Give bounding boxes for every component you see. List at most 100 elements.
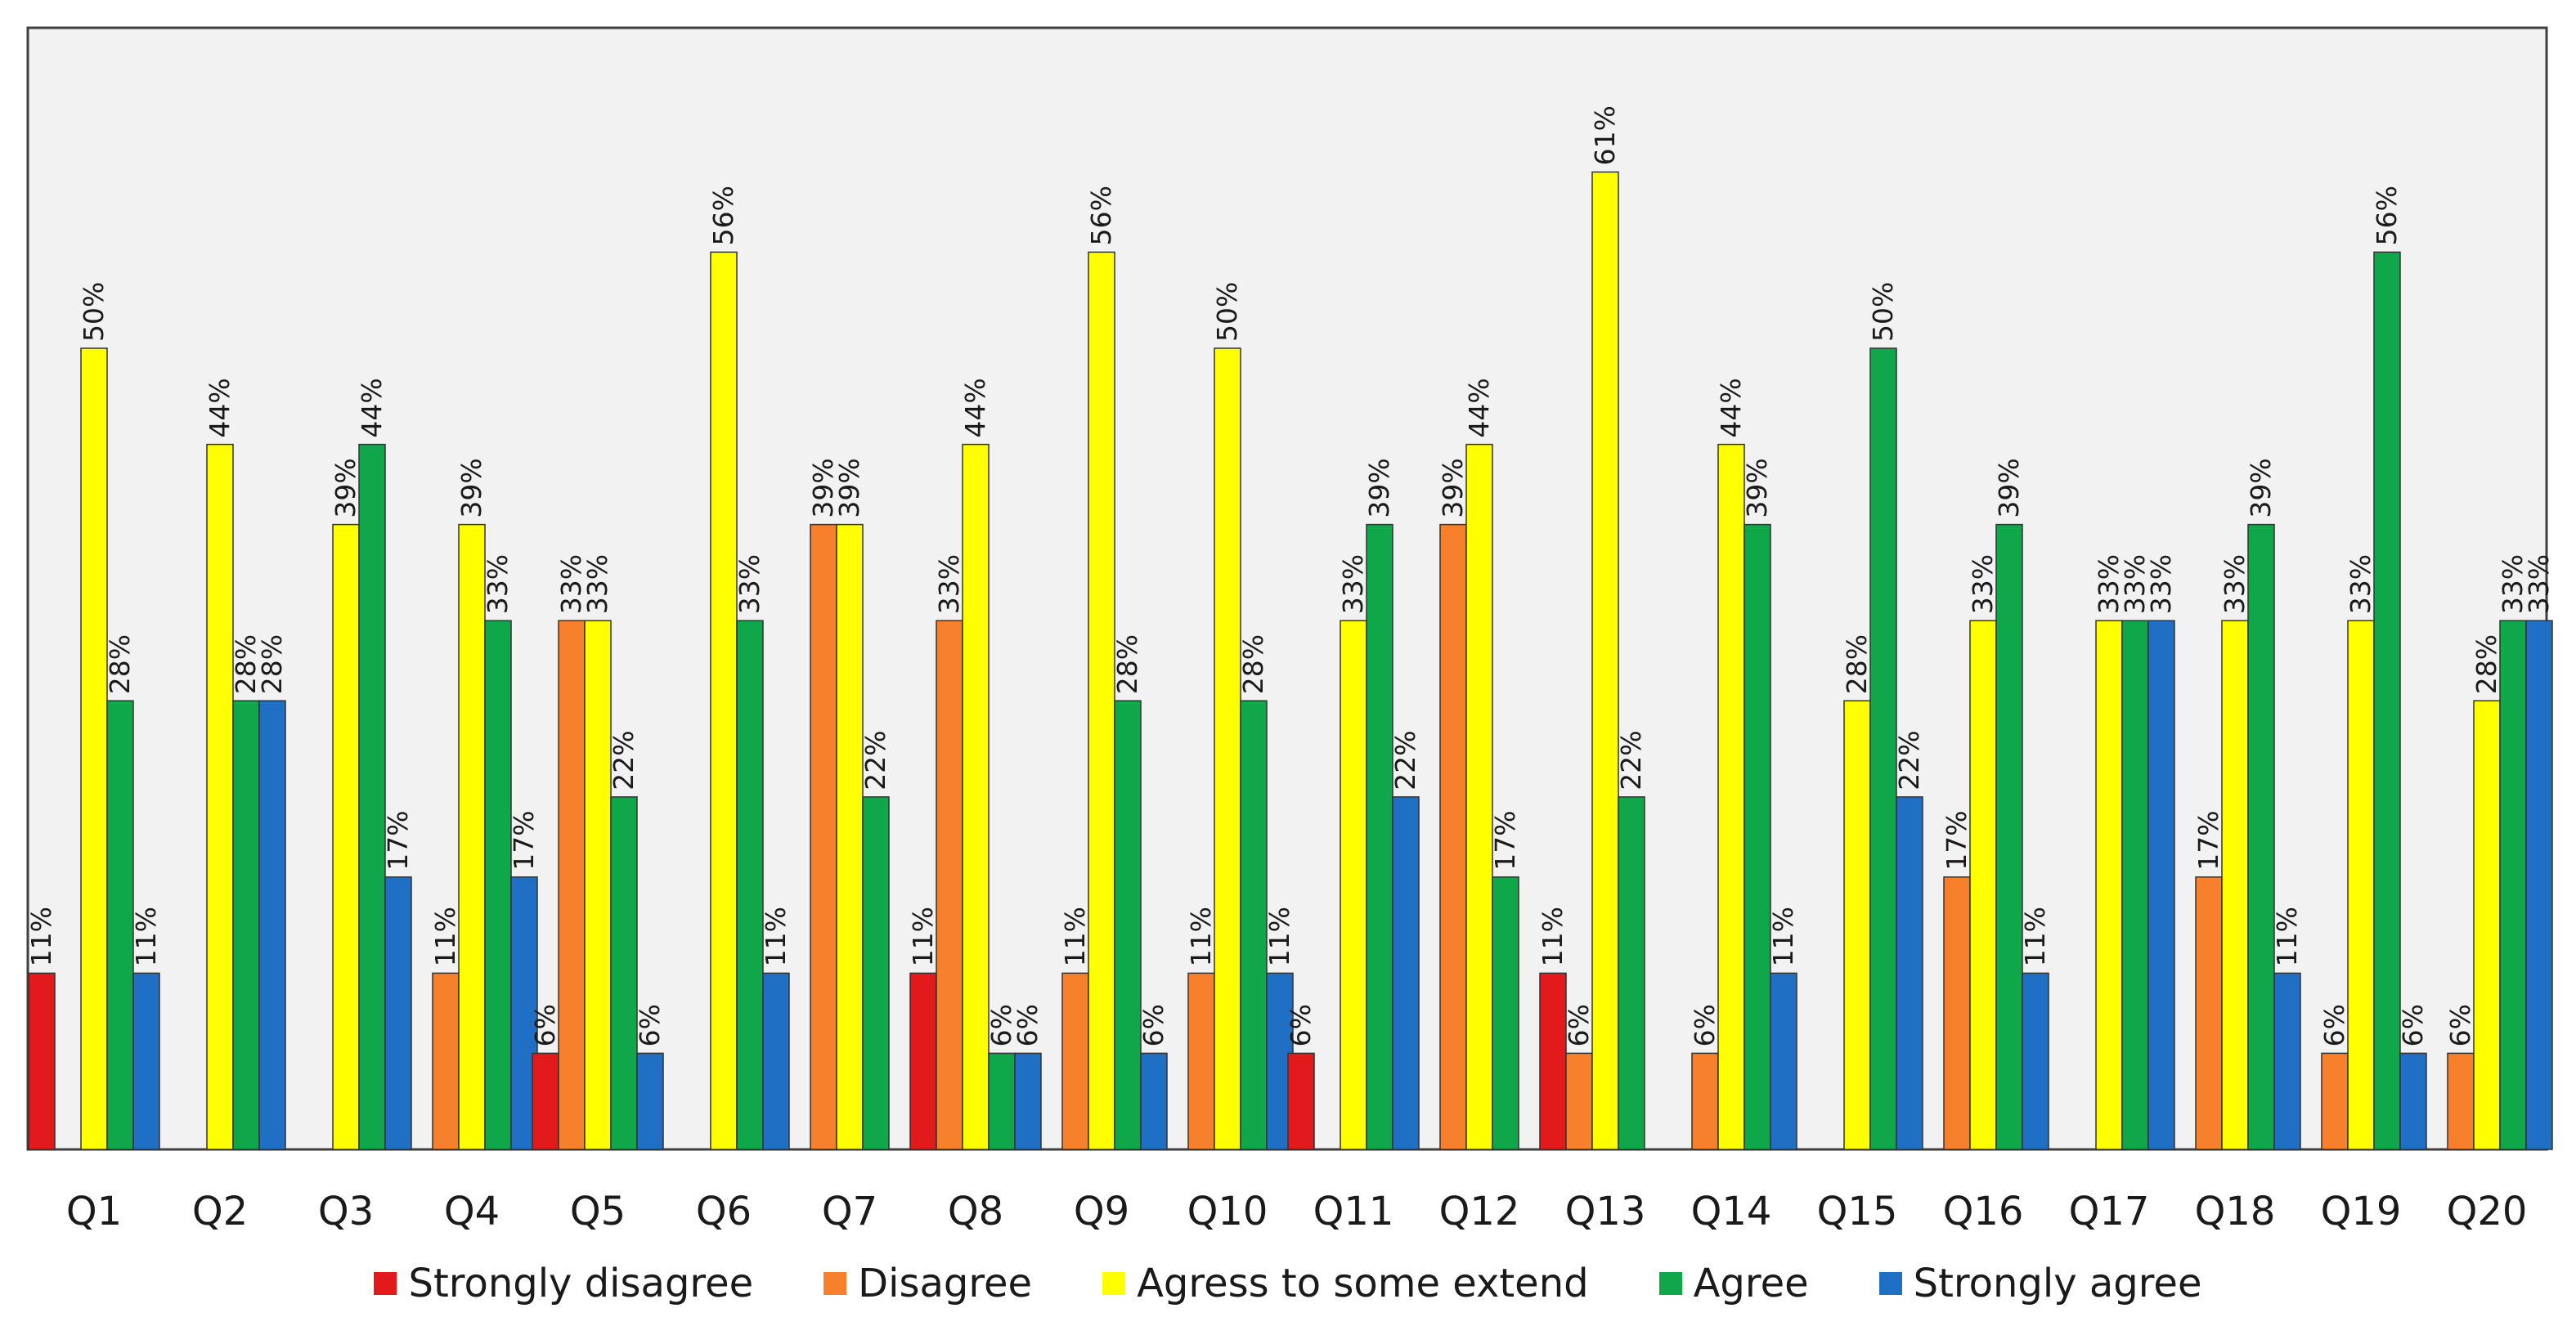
x-tick-label-q7: Q7 [822,1189,877,1234]
x-tick-label-q17: Q17 [2069,1189,2150,1234]
bar-q10-series-2 [1187,972,1215,1150]
data-label-q9-series-5: 6% [1138,1004,1169,1046]
legend-item-series-1: Strongly disagree [374,1261,753,1306]
x-tick-label-q20: Q20 [2447,1189,2528,1234]
bar-q15-series-3 [1843,700,1871,1150]
bar-q6-series-3 [710,251,738,1150]
x-tick-label-q3: Q3 [318,1189,374,1234]
bar-q3-series-3 [332,523,360,1150]
bar-q18-series-5 [2273,972,2301,1150]
data-label-q14-series-2: 6% [1689,1004,1721,1046]
bar-q19-series-4 [2373,251,2401,1150]
bar-q3-series-5 [384,876,412,1150]
data-label-q14-series-3: 44% [1715,378,1747,437]
data-label-q10-series-2: 11% [1185,907,1217,966]
data-label-q4-series-4: 33% [482,554,514,614]
data-label-q8-series-4: 6% [985,1004,1017,1046]
bar-q15-series-4 [1869,347,1897,1150]
bar-q20-series-5 [2525,620,2553,1150]
data-label-q6-series-4: 33% [734,554,765,614]
bar-q3-series-4 [358,443,386,1150]
data-label-q9-series-2: 11% [1059,907,1091,966]
bar-q4-series-2 [432,972,460,1150]
legend-label-series-4: Agree [1693,1261,1809,1306]
data-label-q1-series-5: 11% [130,907,162,966]
bar-q1-series-1 [28,972,56,1150]
data-label-q20-series-5: 33% [2523,554,2555,614]
data-label-q11-series-1: 6% [1285,1004,1317,1046]
data-label-q12-series-4: 17% [1489,810,1521,870]
bar-q14-series-3 [1717,443,1745,1150]
bar-q10-series-3 [1214,347,1241,1150]
bar-q11-series-5 [1392,796,1420,1150]
x-tick-label-q2: Q2 [192,1189,248,1234]
data-label-q11-series-5: 22% [1389,730,1421,790]
legend-swatch-series-2 [824,1272,847,1295]
bar-q18-series-2 [2195,876,2223,1150]
bar-q16-series-5 [2022,972,2049,1150]
data-label-q7-series-2: 39% [807,458,839,517]
data-label-q17-series-5: 33% [2145,554,2177,614]
legend-item-series-2: Disagree [824,1261,1032,1306]
data-label-q1-series-3: 50% [78,282,110,342]
data-label-q7-series-3: 39% [833,458,865,517]
data-label-q10-series-5: 11% [1263,907,1295,966]
data-label-q12-series-3: 44% [1463,378,1495,437]
data-label-q5-series-5: 6% [634,1004,666,1046]
data-label-q1-series-4: 28% [104,634,136,694]
bar-q14-series-5 [1770,972,1797,1150]
data-label-q3-series-5: 17% [382,810,414,870]
data-label-q19-series-2: 6% [2318,1004,2350,1046]
data-label-q15-series-3: 28% [1841,634,1873,694]
bar-q18-series-3 [2221,620,2249,1150]
bar-q8-series-3 [962,443,990,1150]
x-tick-label-q8: Q8 [948,1189,1003,1234]
data-label-q13-series-4: 22% [1615,730,1647,790]
bar-q20-series-4 [2499,620,2527,1150]
data-label-q10-series-3: 50% [1211,282,1243,342]
bar-q1-series-3 [80,347,108,1150]
data-label-q16-series-3: 33% [1967,554,1999,614]
chart-legend: Strongly disagree Disagree Agress to some … [0,1251,2576,1316]
legend-swatch-series-5 [1878,1272,1902,1295]
x-tick-label-q13: Q13 [1565,1189,1646,1234]
data-label-q2-series-3: 44% [204,378,236,437]
x-tick-label-q14: Q14 [1691,1189,1772,1234]
data-label-q5-series-1: 6% [529,1004,561,1046]
bar-q19-series-2 [2321,1052,2349,1150]
bar-q6-series-4 [736,620,764,1150]
data-label-q18-series-2: 17% [2192,810,2224,870]
bar-q20-series-2 [2447,1052,2475,1150]
bar-q19-series-5 [2399,1052,2427,1150]
bar-q13-series-4 [1618,796,1645,1150]
legend-item-series-5: Strongly agree [1878,1261,2202,1306]
bar-q5-series-4 [610,796,638,1150]
legend-label-series-2: Disagree [858,1261,1033,1306]
bar-q4-series-3 [458,523,486,1150]
data-label-q19-series-3: 33% [2345,554,2376,614]
data-label-q3-series-4: 44% [356,378,388,437]
data-label-q13-series-1: 11% [1537,907,1568,966]
data-label-q12-series-2: 39% [1437,458,1469,517]
bar-q12-series-2 [1439,523,1467,1150]
bar-q9-series-3 [1088,251,1115,1150]
x-tick-label-q16: Q16 [1943,1189,2024,1234]
x-tick-label-q1: Q1 [66,1189,122,1234]
data-label-q20-series-3: 28% [2471,634,2502,694]
legend-swatch-series-4 [1658,1272,1682,1295]
bar-q14-series-2 [1691,1052,1719,1150]
x-tick-label-q9: Q9 [1074,1189,1129,1234]
data-label-q16-series-5: 11% [2019,907,2051,966]
x-tick-label-q6: Q6 [696,1189,752,1234]
data-label-q4-series-2: 11% [429,907,461,966]
data-label-q13-series-2: 6% [1563,1004,1595,1046]
bar-q17-series-4 [2121,620,2149,1150]
data-label-q20-series-2: 6% [2444,1004,2476,1046]
data-label-q8-series-1: 11% [907,907,939,966]
data-label-q1-series-1: 11% [25,907,57,966]
data-label-q4-series-3: 39% [456,458,487,517]
bar-q8-series-1 [909,972,937,1150]
data-label-q11-series-4: 39% [1363,458,1395,517]
data-label-q20-series-4: 33% [2497,554,2529,614]
